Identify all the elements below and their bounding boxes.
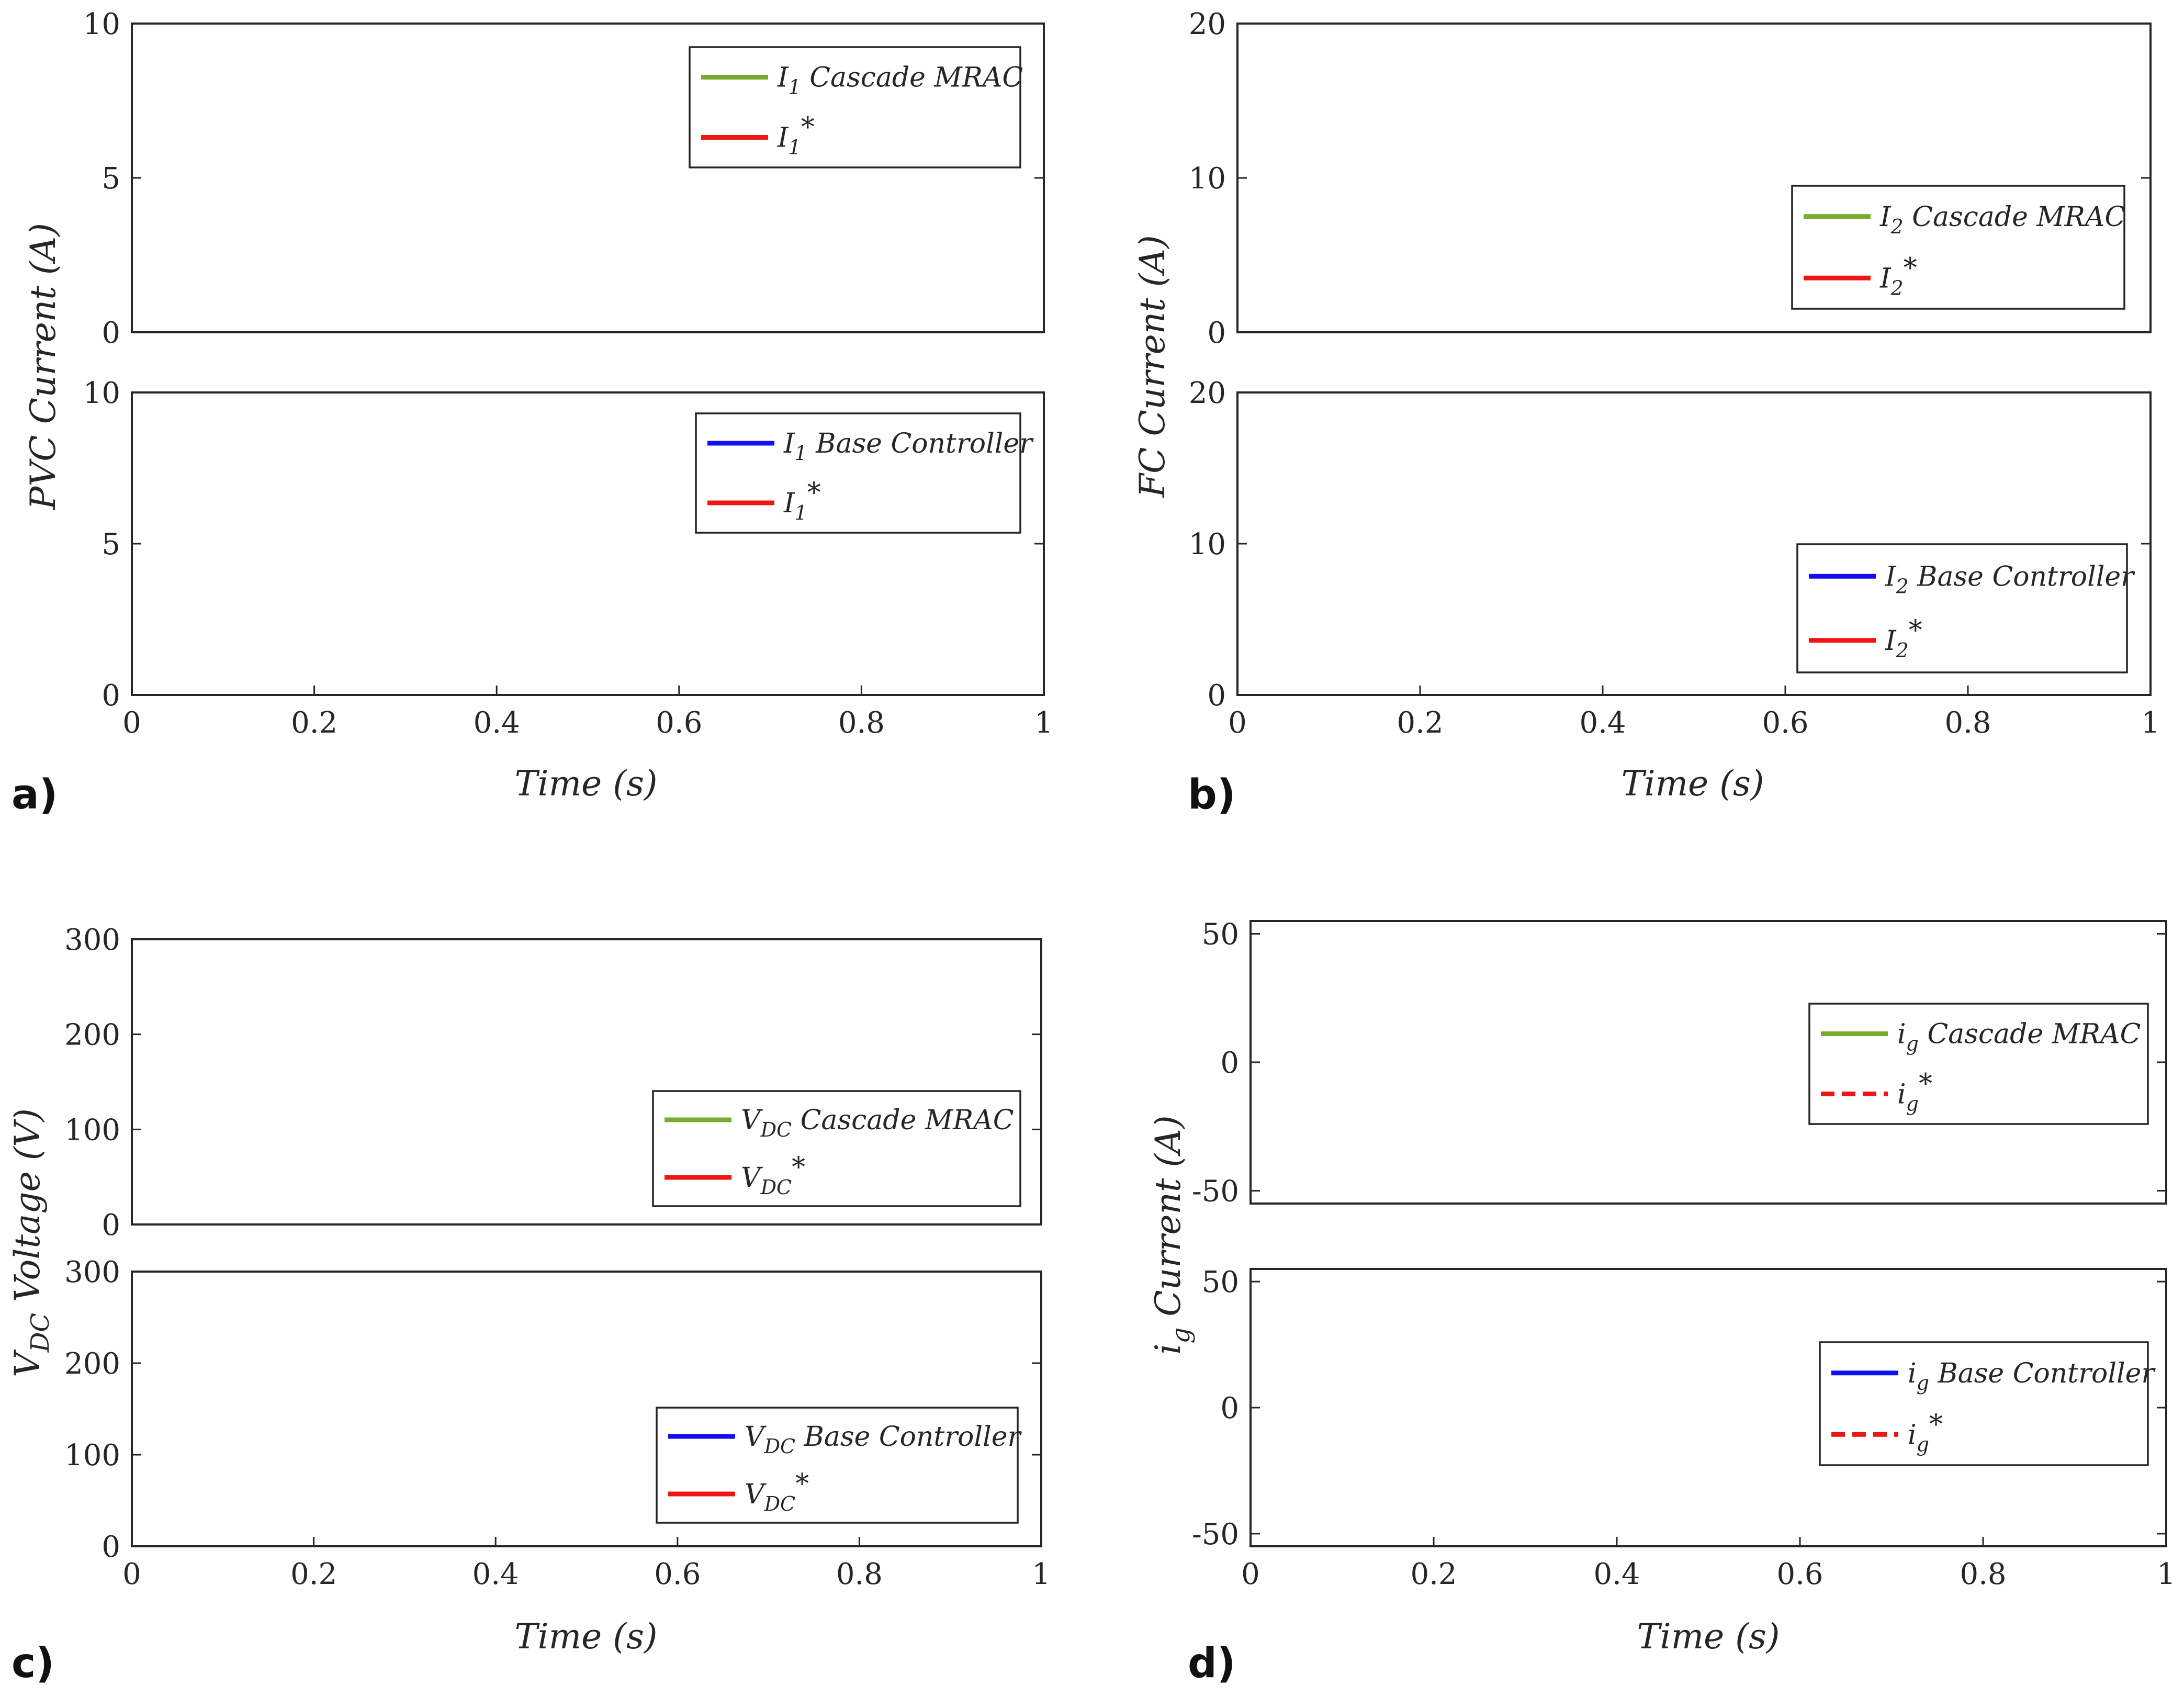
x-tick-label: 1 bbox=[2141, 706, 2160, 740]
subplot-b-top: 0 10 20 I2 Cascade MRAC I2* bbox=[1189, 7, 2152, 350]
y-axis-label-text: VDC Voltage (V) bbox=[7, 1108, 55, 1377]
legend-entry: I1* bbox=[777, 112, 815, 159]
x-tick-label: 0 bbox=[1228, 706, 1247, 740]
y-axis-label-text: ig Current (A) bbox=[1148, 1115, 1196, 1354]
subplot-c-top: 0 100 200 300 VDC Cascade MRAC VDC* bbox=[64, 923, 1042, 1242]
y-tick-label: 0 bbox=[102, 679, 120, 713]
y-tick-label: 5 bbox=[102, 527, 120, 561]
x-tick-label: 0.4 bbox=[1579, 706, 1626, 740]
x-axis-label: Time (s) bbox=[1637, 1616, 1780, 1657]
legend-entry: ig* bbox=[1908, 1409, 1943, 1456]
x-tick-label: 0.8 bbox=[838, 706, 885, 740]
legend-entry: I2* bbox=[1879, 252, 1917, 299]
y-tick-label: 5 bbox=[102, 162, 120, 196]
legend-entry: VDC Cascade MRAC bbox=[741, 1105, 1014, 1141]
legend-entry: I2 Base Controller bbox=[1885, 561, 2135, 598]
x-axis-label: Time (s) bbox=[1621, 763, 1764, 804]
y-tick-label: 300 bbox=[64, 1255, 120, 1289]
legend-box bbox=[1819, 1341, 2149, 1466]
panel-label: a) bbox=[12, 771, 58, 818]
x-tick-label: 0.4 bbox=[474, 706, 520, 740]
y-tick-label: 50 bbox=[1202, 1265, 1239, 1299]
legend-box bbox=[652, 1090, 1021, 1207]
y-tick-label: -50 bbox=[1192, 1518, 1239, 1552]
y-axis-label: ig Current (A) bbox=[1148, 1115, 1196, 1354]
y-tick-label: -50 bbox=[1192, 1174, 1239, 1208]
x-axis-label: Time (s) bbox=[514, 763, 657, 804]
x-tick-label: 0.8 bbox=[1944, 706, 1991, 740]
y-tick-label: 0 bbox=[1207, 679, 1226, 713]
panel-label: c) bbox=[12, 1640, 54, 1687]
legend-entry: ig Cascade MRAC bbox=[1897, 1019, 2141, 1055]
subplot-d-top: -50 0 50 ig Cascade MRAC ig* bbox=[1192, 918, 2167, 1208]
panel-label: d) bbox=[1188, 1640, 1235, 1687]
x-tick-label: 0.2 bbox=[1410, 1557, 1457, 1591]
x-tick-label: 0.2 bbox=[291, 706, 337, 740]
legend-entry: I1* bbox=[783, 477, 821, 524]
y-axis-label: VDC Voltage (V) bbox=[7, 1108, 55, 1377]
x-tick-label: 0 bbox=[122, 1557, 141, 1591]
y-tick-label: 10 bbox=[1189, 162, 1226, 196]
x-tick-label: 0.6 bbox=[1776, 1557, 1823, 1591]
legend-box bbox=[656, 1407, 1019, 1524]
y-tick-label: 100 bbox=[64, 1113, 120, 1147]
y-tick-label: 0 bbox=[102, 1208, 120, 1242]
y-tick-label: 20 bbox=[1189, 7, 1226, 41]
x-tick-label: 0.4 bbox=[1593, 1557, 1640, 1591]
y-tick-label: 50 bbox=[1202, 918, 1239, 952]
y-tick-label: 0 bbox=[102, 1530, 120, 1564]
x-tick-label: 0.2 bbox=[1397, 706, 1443, 740]
x-tick-label: 1 bbox=[2157, 1557, 2176, 1591]
x-tick-label: 0.4 bbox=[472, 1557, 519, 1591]
x-tick-label: 0.8 bbox=[836, 1557, 883, 1591]
legend-box bbox=[695, 412, 1021, 534]
y-tick-label: 300 bbox=[64, 923, 120, 957]
x-tick-label: 0.6 bbox=[656, 706, 702, 740]
x-tick-label: 0 bbox=[1241, 1557, 1260, 1591]
legend-box bbox=[689, 46, 1021, 168]
y-axis-label-text: PVC Current (A) bbox=[23, 223, 63, 510]
legend-box bbox=[1808, 1003, 2149, 1125]
x-tick-label: 0 bbox=[122, 706, 141, 740]
x-axis-label: Time (s) bbox=[514, 1616, 657, 1657]
legend-box bbox=[1796, 543, 2128, 673]
panel-label: b) bbox=[1188, 771, 1235, 818]
subplot-a-bot: 0 5 10 0 0.2 0.4 0.6 0.8 1 I1 Base Controller I1* bbox=[83, 376, 1053, 740]
y-axis-label-text: FC Current (A) bbox=[1132, 235, 1173, 498]
x-tick-label: 0.6 bbox=[654, 1557, 701, 1591]
y-tick-label: 10 bbox=[83, 376, 120, 410]
y-tick-label: 0 bbox=[102, 316, 120, 350]
y-tick-label: 0 bbox=[1220, 1046, 1239, 1080]
x-tick-label: 0.2 bbox=[290, 1557, 337, 1591]
legend-entry: I2 Cascade MRAC bbox=[1879, 201, 2125, 238]
x-tick-label: 0.8 bbox=[1960, 1557, 2006, 1591]
x-tick-label: 1 bbox=[1032, 1557, 1051, 1591]
legend-box bbox=[1791, 185, 2125, 310]
legend-entry: VDC* bbox=[745, 1468, 809, 1515]
subplot-b-bot: 0 10 20 0 0.2 0.4 0.6 0.8 1 I2 Base Controller I2* bbox=[1189, 376, 2160, 740]
y-axis-label: FC Current (A) bbox=[1132, 235, 1173, 498]
y-tick-label: 10 bbox=[83, 7, 120, 41]
subplot-a-top: 0 5 10 I1 Cascade MRAC I1* bbox=[83, 7, 1045, 350]
y-tick-label: 100 bbox=[64, 1438, 120, 1473]
y-tick-label: 0 bbox=[1220, 1391, 1239, 1425]
legend-entry: ig Base Controller bbox=[1908, 1358, 2156, 1395]
y-axis-label: PVC Current (A) bbox=[23, 223, 63, 510]
legend-entry: VDC Base Controller bbox=[745, 1421, 1022, 1458]
subplot-c-bot: 0 100 200 300 0 0.2 0.4 0.6 0.8 1 VDC Base Control… bbox=[64, 1255, 1051, 1591]
legend-entry: I2* bbox=[1885, 615, 1922, 662]
x-tick-label: 0.6 bbox=[1762, 706, 1808, 740]
y-tick-label: 10 bbox=[1189, 527, 1226, 561]
legend-entry: ig* bbox=[1897, 1069, 1932, 1116]
legend-entry: I1 Base Controller bbox=[783, 428, 1034, 465]
legend-entry: I1 Cascade MRAC bbox=[777, 62, 1023, 99]
y-tick-label: 200 bbox=[64, 1347, 120, 1381]
y-tick-label: 0 bbox=[1207, 316, 1226, 350]
legend-entry: VDC* bbox=[741, 1152, 805, 1199]
x-tick-label: 1 bbox=[1034, 706, 1053, 740]
y-tick-label: 200 bbox=[64, 1018, 120, 1052]
y-tick-label: 20 bbox=[1189, 376, 1226, 410]
